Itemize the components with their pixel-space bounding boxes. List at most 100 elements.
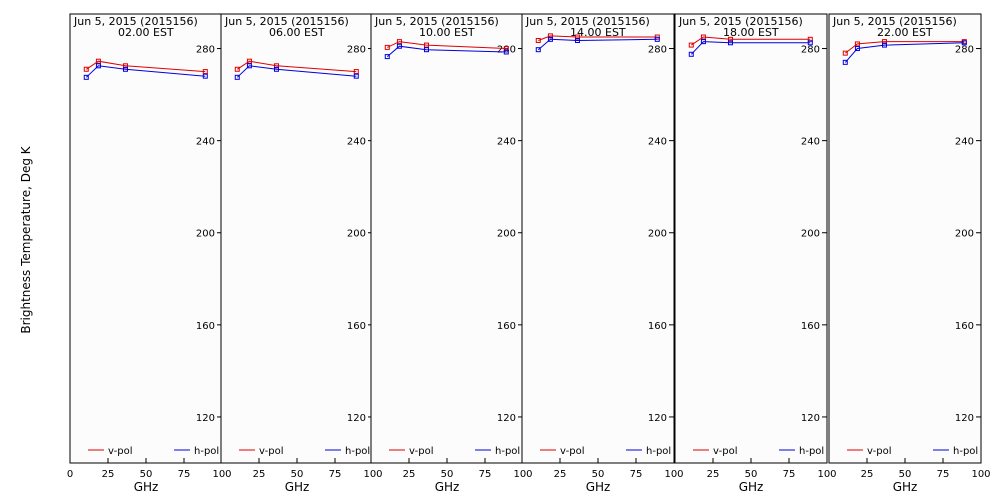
x-tick-label: 100 [817, 469, 836, 480]
legend-label-v-pol: v-pol [108, 446, 133, 457]
h-pol-data-point [547, 36, 553, 42]
panel-title: Jun 5, 2015 (2015156) [224, 15, 349, 28]
x-tick-label: 50 [745, 469, 758, 480]
h-pol-data-point [700, 39, 706, 45]
h-pol-series-line [844, 42, 965, 63]
x-tick-label: 25 [554, 469, 567, 480]
y-tick-label: 280 [801, 45, 820, 56]
v-pol-series-line [538, 35, 658, 41]
h-pol-series-line [85, 65, 206, 78]
x-tick-label: 100 [513, 469, 532, 480]
legend-label-h-pol: h-pol [495, 446, 520, 457]
v-pol-data-point [353, 69, 359, 75]
y-tick-label: 200 [196, 229, 215, 240]
h-pol-data-point [807, 40, 813, 46]
h-pol-data-point [396, 43, 402, 49]
h-pol-data-point [95, 63, 101, 69]
v-pol-data-point [688, 42, 694, 48]
y-tick-label: 200 [347, 229, 366, 240]
y-tick-label: 200 [801, 229, 820, 240]
panel-frame [370, 13, 524, 464]
y-tick-label: 240 [196, 137, 215, 148]
v-pol-data-point [881, 39, 887, 45]
x-tick-label: 25 [403, 469, 416, 480]
panel-subtitle: 14.00 EST [570, 26, 626, 39]
v-pol-data-point [535, 37, 541, 43]
h-pol-series-line [386, 45, 507, 57]
y-tick-label: 240 [347, 137, 366, 148]
x-tick-label: 25 [861, 469, 874, 480]
y-tick-label: 120 [347, 413, 366, 424]
y-tick-label: 120 [196, 413, 215, 424]
v-pol-series-line [237, 60, 357, 73]
y-tick-label: 240 [648, 137, 667, 148]
h-pol-data-point [727, 40, 733, 46]
h-pol-data-point [423, 47, 429, 53]
v-pol-series-line [86, 60, 206, 73]
x-tick-label: 75 [937, 469, 950, 480]
y-axis-title: Brightness Temperature, Deg K [19, 145, 33, 333]
x-tick-label: 75 [479, 469, 492, 480]
panel-frame [69, 13, 223, 464]
h-pol-data-point [574, 37, 580, 43]
x-axis-title: GHz [134, 480, 159, 494]
v-pol-data-point [384, 44, 390, 50]
panel-frame [674, 13, 828, 464]
h-pol-data-point [535, 47, 541, 53]
x-axis-title: GHz [435, 480, 460, 494]
y-tick-label: 160 [497, 321, 516, 332]
x-tick-label: 75 [329, 469, 342, 480]
legend-label-h-pol: h-pol [799, 446, 824, 457]
legend-label-v-pol: v-pol [259, 446, 284, 457]
x-axis-title: GHz [739, 480, 764, 494]
y-tick-label: 280 [347, 45, 366, 56]
h-pol-data-point [353, 73, 359, 79]
legend-label-v-pol: v-pol [409, 446, 434, 457]
h-pol-data-point [234, 74, 240, 80]
v-pol-series-line [691, 36, 811, 46]
v-pol-data-point [234, 66, 240, 72]
v-pol-data-point [807, 36, 813, 42]
x-tick-label: 0 [67, 469, 73, 480]
h-pol-data-point [842, 59, 848, 65]
legend-label-v-pol: v-pol [560, 446, 585, 457]
y-tick-label: 120 [497, 413, 516, 424]
panel-frame [828, 13, 982, 464]
v-pol-data-point [842, 50, 848, 56]
panel-subtitle: 02.00 EST [118, 26, 174, 39]
y-tick-label: 280 [955, 45, 974, 56]
x-tick-label: 75 [783, 469, 796, 480]
v-pol-data-point [273, 63, 279, 69]
h-pol-data-point [246, 63, 252, 69]
x-axis-title: GHz [893, 480, 918, 494]
v-pol-data-point [83, 66, 89, 72]
y-tick-label: 200 [648, 229, 667, 240]
x-tick-label: 100 [664, 469, 683, 480]
h-pol-series-line [690, 41, 811, 55]
x-tick-label: 50 [140, 469, 153, 480]
legend-label-h-pol: h-pol [194, 446, 219, 457]
y-tick-label: 280 [196, 45, 215, 56]
y-tick-label: 200 [497, 229, 516, 240]
y-tick-label: 160 [648, 321, 667, 332]
v-pol-data-point [423, 42, 429, 48]
legend-label-v-pol: v-pol [867, 446, 892, 457]
v-pol-data-point [202, 69, 208, 75]
x-tick-label: 25 [253, 469, 266, 480]
legend-label-h-pol: h-pol [345, 446, 370, 457]
y-tick-label: 120 [648, 413, 667, 424]
h-pol-data-point [688, 51, 694, 57]
h-pol-data-point [122, 66, 128, 72]
x-axis-title: GHz [285, 480, 310, 494]
y-tick-label: 240 [497, 137, 516, 148]
x-tick-label: 50 [441, 469, 454, 480]
y-tick-label: 160 [955, 321, 974, 332]
v-pol-data-point [396, 39, 402, 45]
y-tick-label: 160 [347, 321, 366, 332]
legend-label-v-pol: v-pol [713, 446, 738, 457]
panel-subtitle: 22.00 EST [877, 26, 933, 39]
v-pol-data-point [503, 46, 509, 52]
x-tick-label: 25 [102, 469, 115, 480]
panel-subtitle: 10.00 EST [419, 26, 475, 39]
